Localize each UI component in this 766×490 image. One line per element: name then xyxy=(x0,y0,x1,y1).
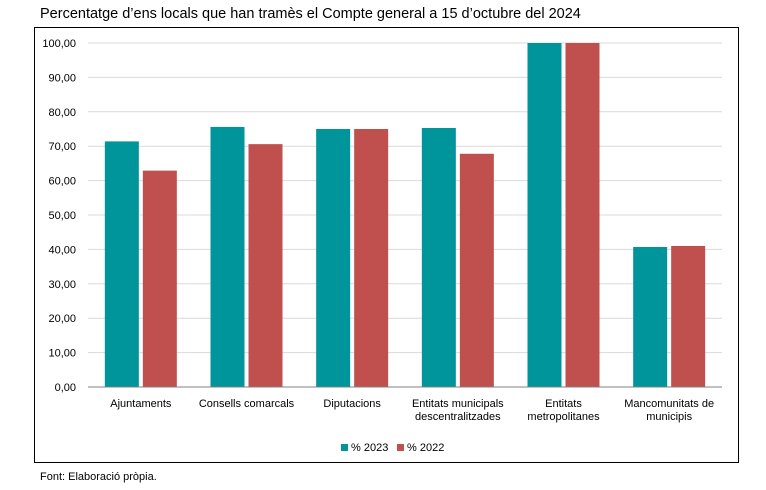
gridlines xyxy=(88,42,722,354)
y-tick-label: 0,00 xyxy=(55,382,76,394)
legend-label: % 2022 xyxy=(407,442,444,454)
category-label: Entitats xyxy=(545,398,582,410)
legend-swatch xyxy=(341,444,348,451)
legend-label: % 2023 xyxy=(351,442,388,454)
category-label: descentralitzades xyxy=(415,411,501,423)
bar xyxy=(459,153,494,387)
bar xyxy=(142,170,177,387)
y-tick-label: 80,00 xyxy=(48,107,76,119)
y-tick-label: 100,00 xyxy=(42,38,76,50)
category-label: Diputacions xyxy=(323,398,381,410)
y-axis-tick-labels: 0,00 10,00 20,00 30,00 40,00 50,00 60,00 70,00 8… xyxy=(42,38,76,394)
bar xyxy=(354,129,389,387)
bar xyxy=(210,126,245,387)
category-label: municipis xyxy=(646,411,692,423)
category-label: Mancomunitats de xyxy=(624,398,714,410)
legend: % 2023 % 2022 xyxy=(341,442,444,454)
y-tick-label: 30,00 xyxy=(48,279,76,291)
bar xyxy=(565,43,600,387)
bar xyxy=(671,245,706,387)
y-tick-label: 40,00 xyxy=(48,244,76,256)
chart-frame xyxy=(34,27,739,463)
y-tick-label: 50,00 xyxy=(48,210,76,222)
bar xyxy=(421,127,456,387)
source-note: Font: Elaboració pròpia. xyxy=(40,471,157,483)
category-label: Consells comarcals xyxy=(199,398,295,410)
y-tick-label: 10,00 xyxy=(48,348,76,360)
y-tick-label: 70,00 xyxy=(48,141,76,153)
chart-title: Percentatge d’ens locals que han tramès … xyxy=(40,6,581,22)
bar xyxy=(104,141,139,387)
category-label: metropolitanes xyxy=(527,411,600,423)
category-label: Ajuntaments xyxy=(110,398,172,410)
bar xyxy=(316,129,351,387)
bar xyxy=(527,43,562,387)
category-labels: Ajuntaments Consells comarcals Diputacions… xyxy=(110,398,714,423)
bars xyxy=(104,43,706,387)
y-tick-label: 90,00 xyxy=(48,72,76,84)
y-tick-label: 20,00 xyxy=(48,313,76,325)
category-label: Entitats municipals xyxy=(412,398,504,410)
bar xyxy=(248,144,283,387)
legend-swatch xyxy=(397,444,404,451)
y-tick-label: 60,00 xyxy=(48,176,76,188)
bar xyxy=(633,246,668,387)
